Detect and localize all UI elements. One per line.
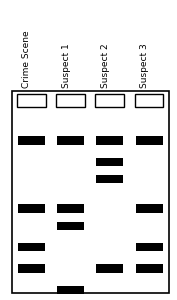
Text: Suspect 1: Suspect 1 — [62, 43, 71, 88]
FancyBboxPatch shape — [18, 205, 45, 213]
FancyBboxPatch shape — [96, 175, 123, 183]
FancyBboxPatch shape — [18, 264, 45, 272]
FancyBboxPatch shape — [135, 94, 163, 107]
Text: Crime Scene: Crime Scene — [22, 30, 32, 88]
FancyBboxPatch shape — [96, 158, 123, 166]
FancyBboxPatch shape — [95, 94, 124, 107]
FancyBboxPatch shape — [18, 243, 45, 251]
Text: Suspect 3: Suspect 3 — [140, 43, 149, 88]
FancyBboxPatch shape — [12, 91, 169, 293]
FancyBboxPatch shape — [57, 221, 84, 230]
FancyBboxPatch shape — [56, 94, 85, 107]
FancyBboxPatch shape — [18, 136, 45, 145]
FancyBboxPatch shape — [96, 136, 123, 145]
FancyBboxPatch shape — [136, 136, 162, 145]
FancyBboxPatch shape — [96, 264, 123, 272]
FancyBboxPatch shape — [57, 205, 84, 213]
FancyBboxPatch shape — [136, 264, 162, 272]
Text: Suspect 2: Suspect 2 — [101, 43, 110, 88]
FancyBboxPatch shape — [57, 286, 84, 294]
FancyBboxPatch shape — [136, 243, 162, 251]
FancyBboxPatch shape — [136, 205, 162, 213]
FancyBboxPatch shape — [17, 94, 46, 107]
FancyBboxPatch shape — [57, 136, 84, 145]
